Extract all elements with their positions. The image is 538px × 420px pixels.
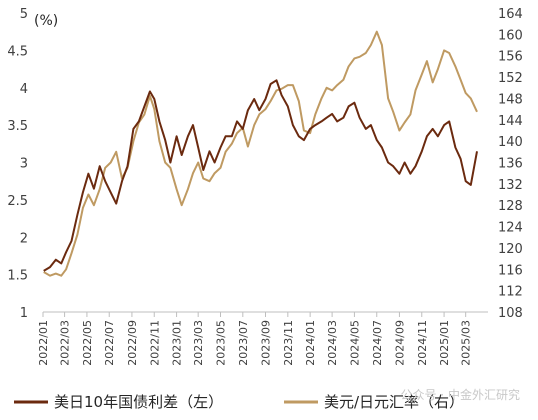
- right-axis-tick-label: 160: [498, 28, 523, 43]
- x-axis-tick-label: 2023/03: [192, 320, 205, 366]
- right-axis-tick-label: 164: [498, 7, 523, 22]
- left-axis-unit-label: (%): [34, 13, 58, 29]
- right-axis-tick-label: 152: [498, 71, 523, 86]
- legend-item-spread: 美日10年国债利差（左）: [14, 393, 223, 411]
- legend-label-usdjpy: 美元/日元汇率（右）: [324, 393, 464, 411]
- right-axis-tick-label: 156: [498, 50, 523, 65]
- x-axis-tick-labels: 2022/01 2022/03 2022/05 2022/07 2022/09 2022/…: [37, 320, 473, 366]
- right-axis-tick-label: 144: [498, 114, 523, 129]
- left-axis-tick-label: 5: [20, 7, 28, 22]
- series-line-usdjpy: [43, 30, 478, 277]
- x-axis-tick-label: 2024/01: [304, 320, 317, 366]
- x-axis-tick-label: 2025/03: [460, 320, 473, 366]
- legend: 美日10年国债利差（左） 美元/日元汇率（右）: [14, 393, 464, 411]
- right-axis-tick-label: 128: [498, 199, 523, 214]
- right-axis-tick-label: 108: [498, 306, 523, 321]
- right-axis-tick-label: 112: [498, 285, 523, 300]
- x-axis-tick-label: 2022/01: [37, 320, 50, 366]
- left-axis-tick-label: 4: [20, 82, 28, 97]
- x-axis-tick-label: 2024/09: [393, 320, 406, 366]
- left-axis-tick-label: 4.5: [7, 44, 28, 59]
- x-axis-tick-label: 2022/03: [59, 320, 72, 366]
- left-axis-tick-label: 2.5: [7, 194, 28, 209]
- legend-label-spread: 美日10年国债利差（左）: [54, 393, 223, 411]
- x-axis-tick-label: 2022/05: [81, 320, 94, 366]
- x-axis-tick-label: 2023/01: [171, 320, 184, 366]
- right-axis-tick-label: 132: [498, 178, 523, 193]
- left-axis-tick-label: 3: [20, 157, 28, 172]
- right-axis-tick-label: 140: [498, 135, 523, 150]
- x-axis-tick-marks: [42, 312, 467, 317]
- x-axis-tick-label: 2022/07: [103, 320, 116, 366]
- x-axis-tick-label: 2025/01: [438, 320, 451, 366]
- x-axis-tick-label: 2023/05: [214, 320, 227, 366]
- right-axis-tick-label: 148: [498, 92, 523, 107]
- left-axis-tick-label: 1.5: [7, 269, 28, 284]
- x-axis-tick-label: 2023/11: [282, 320, 295, 366]
- x-axis-tick-label: 2022/11: [148, 320, 161, 366]
- left-axis-tick-label: 1: [20, 306, 28, 321]
- right-axis-ticks: 108 112 116 120 124 128 132 136 140 144 148 152 156 1…: [498, 7, 523, 321]
- left-axis-tick-label: 3.5: [7, 119, 28, 134]
- x-axis-tick-label: 2024/07: [371, 320, 384, 366]
- x-axis-tick-label: 2024/05: [348, 320, 361, 366]
- series-line-spread: [43, 79, 478, 272]
- plot-series: [43, 30, 478, 277]
- x-axis-tick-label: 2023/09: [260, 320, 273, 366]
- right-axis-tick-label: 124: [498, 221, 523, 236]
- legend-item-usdjpy: 美元/日元汇率（右）: [284, 393, 464, 411]
- right-axis-tick-label: 116: [498, 263, 523, 278]
- x-axis-tick-label: 2024/03: [326, 320, 339, 366]
- right-axis-tick-label: 120: [498, 242, 523, 257]
- left-axis-tick-label: 2: [20, 231, 28, 246]
- right-axis-tick-label: 136: [498, 157, 523, 172]
- watermark: 公众号 · 中金外汇研究: [401, 387, 520, 402]
- x-axis-tick-label: 2022/09: [126, 320, 139, 366]
- left-axis-ticks: 1 1.5 2 2.5 3 3.5 4 4.5 5: [7, 7, 28, 321]
- x-axis-tick-label: 2023/07: [237, 320, 250, 366]
- x-axis-tick-label: 2024/11: [416, 320, 429, 366]
